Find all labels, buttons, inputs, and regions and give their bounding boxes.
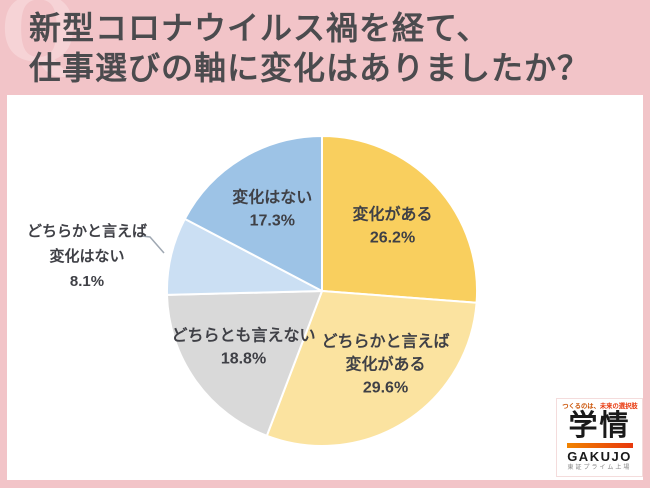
pie-slice-1 (321, 135, 479, 304)
q-watermark: Q (0, 0, 78, 83)
logo-tagline: つくるのは、未来の選択肢 (562, 403, 637, 409)
pie-chart: 変化がある 26.2% どちらかと言えば変化がある 29.6%どちらとも言えない 18.… (141, 135, 479, 447)
pie-label-1: 変化がある 26.2% (352, 205, 432, 247)
pie-slice-3 (166, 290, 323, 437)
gakujo-logo: つくるのは、未来の選択肢 学情 GAKUJO 東証プライム上場 (556, 398, 643, 477)
logo-listing-text: 東証プライム上場 (567, 465, 632, 471)
page-title: 新型コロナウイルス禍を経て、 仕事選びの軸に変化はありましたか？ (29, 8, 590, 88)
chart-area: 変化がある 26.2% どちらかと言えば変化がある 29.6% どちらとも言えない 18.… (7, 95, 643, 480)
pie-slice-5 (183, 135, 323, 292)
logo-brand-jp: 学情 (568, 410, 631, 442)
pie-slice-2 (265, 290, 478, 447)
pie-label-2: どちらかと言えば変化がある 29.6% (321, 332, 449, 397)
ext-label-line-1: どちらかと言えば (26, 223, 147, 240)
ext-label-line-2: 変化はない (49, 248, 125, 265)
ext-label-line-3: 8.1% (69, 273, 105, 290)
logo-tagline-part2: 未来の選択肢 (599, 403, 638, 410)
leader-line (141, 235, 165, 254)
logo-accent-bar (566, 443, 633, 448)
logo-brand-en: GAKUJO (567, 449, 632, 464)
pie-external-label: どちらかと言えば 変化はない 8.1% (21, 219, 153, 294)
pie-label-5: 変化はない 17.3% (232, 188, 312, 230)
title-line-2: 仕事選びの軸に変化はありましたか？ (29, 50, 591, 86)
pie-label-3: どちらとも言えない 18.8% (171, 326, 315, 368)
logo-tagline-part1: つくるのは、 (561, 403, 600, 410)
title-line-1: 新型コロナウイルス禍を経て、 (29, 10, 490, 46)
